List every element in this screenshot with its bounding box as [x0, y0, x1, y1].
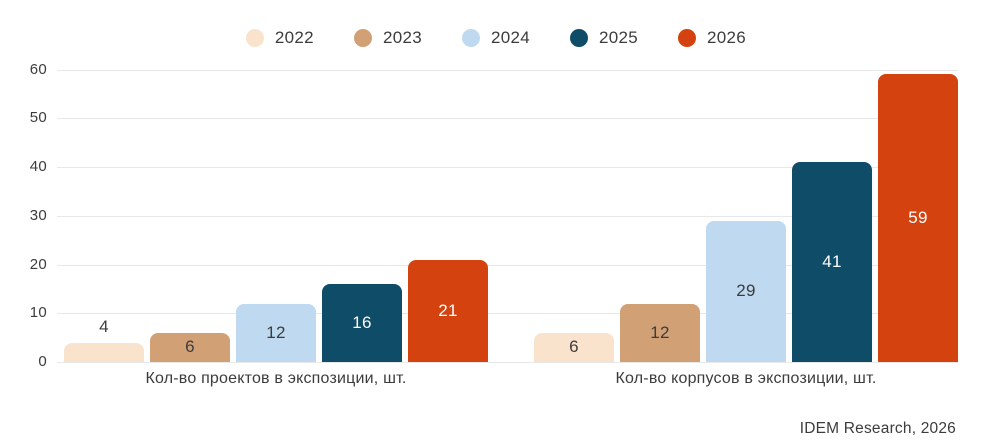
gridline — [57, 215, 958, 217]
legend-label: 2025 — [599, 28, 639, 47]
legend-label: 2023 — [382, 28, 422, 47]
bar-value-label: 16 — [352, 313, 372, 332]
source-attribution: IDEM Research, 2026 — [799, 420, 956, 437]
bar-2025-group1: 16 — [322, 284, 402, 362]
legend-swatch-icon — [245, 29, 264, 47]
bar-2023-group2: 12 — [620, 303, 700, 362]
bar-value-label: 12 — [650, 322, 670, 342]
legend-swatch-icon — [570, 29, 589, 47]
gridline — [57, 362, 958, 363]
legend-label: 2024 — [490, 28, 531, 47]
legend-label: 2026 — [707, 28, 747, 47]
legend-swatch-icon — [678, 29, 697, 47]
y-tick-label: 30 — [29, 206, 47, 224]
legend-item-2022: 2022 — [245, 28, 314, 48]
bar-2024-group2: 29 — [706, 220, 786, 362]
bar-2022-group1 — [64, 342, 144, 362]
category-label: Кол-во проектов в экспозиции, шт. — [145, 370, 407, 387]
legend-label: 2022 — [274, 28, 314, 47]
bar-2026-group1: 21 — [408, 259, 488, 362]
legend-item-2023: 2023 — [353, 28, 422, 48]
y-tick-label: 50 — [29, 109, 47, 127]
bar-value-label: 21 — [438, 300, 458, 320]
y-tick-label: 0 — [38, 353, 47, 370]
bar-value-label: 12 — [266, 322, 286, 342]
gridline — [57, 167, 958, 168]
bar-2023-group1: 6 — [150, 332, 230, 362]
bar-2025-group2: 41 — [792, 162, 872, 362]
y-tick-label: 60 — [29, 60, 47, 78]
bar-value-label: 41 — [822, 252, 842, 272]
bar-value-label: 4 — [99, 316, 109, 336]
legend-swatch-icon — [353, 29, 372, 47]
bar-value-label: 6 — [569, 337, 579, 357]
bar-2026-group2: 59 — [878, 74, 958, 362]
gridline — [57, 69, 958, 71]
bar-value-label: 29 — [736, 281, 756, 301]
legend-swatch-icon — [461, 29, 480, 47]
legend-item-2025: 2025 — [570, 28, 638, 48]
gridline — [57, 118, 958, 120]
gridline — [57, 313, 958, 315]
legend-item-2024: 2024 — [461, 28, 531, 48]
gridline — [57, 264, 958, 266]
y-tick-label: 10 — [29, 304, 47, 322]
category-label: Кол-во корпусов в экспозиции, шт. — [615, 370, 877, 387]
legend-item-2026: 2026 — [678, 28, 746, 48]
legend: 2022 2023 2024 2025 2026 — [0, 28, 992, 48]
bar-2022-group2: 6 — [534, 332, 614, 362]
bar-value-label: 6 — [185, 337, 195, 357]
bar-value-label: 59 — [908, 208, 928, 228]
y-tick-label: 20 — [29, 255, 47, 273]
bar-2024-group1: 12 — [236, 303, 316, 362]
y-tick-label: 40 — [29, 158, 47, 175]
